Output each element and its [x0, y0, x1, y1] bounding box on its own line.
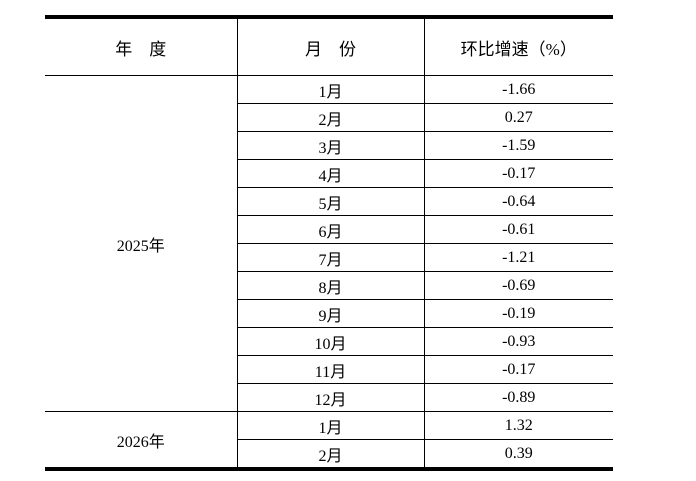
growth-rate-cell: 0.27 — [423, 103, 613, 132]
table-row: 12月 -0.89 — [45, 383, 613, 412]
table-row: 3月 -1.59 — [45, 131, 613, 160]
header-row: 年 度 月 份 环比增速（%） — [45, 17, 613, 76]
table-row: 9月 -0.19 — [45, 299, 613, 328]
growth-rate-cell: -0.61 — [423, 215, 613, 244]
growth-rate-cell: -0.64 — [423, 187, 613, 216]
month-cell: 12月 — [236, 383, 425, 412]
growth-rate-cell: -1.59 — [423, 131, 613, 160]
month-cell: 4月 — [236, 159, 425, 188]
month-cell: 1月 — [236, 411, 425, 440]
growth-rate-cell: -0.17 — [423, 355, 613, 384]
header-year: 年 度 — [45, 17, 238, 76]
growth-rate-cell: 0.39 — [423, 439, 613, 470]
growth-rate-cell: -1.21 — [423, 243, 613, 272]
table-row: 8月 -0.69 — [45, 271, 613, 300]
header-growth-rate: 环比增速（%） — [423, 17, 613, 76]
growth-rate-cell: -0.69 — [423, 271, 613, 300]
table-row: 4月 -0.17 — [45, 159, 613, 188]
month-cell: 8月 — [236, 271, 425, 300]
month-cell: 9月 — [236, 299, 425, 328]
header-month: 月 份 — [236, 17, 425, 76]
table-row: 7月 -1.21 — [45, 243, 613, 272]
growth-rate-cell: -0.17 — [423, 159, 613, 188]
table-header: 年 度 月 份 环比增速（%） — [45, 17, 613, 76]
table-body: 2025年 1月 -1.66 2月 0.27 3月 -1.59 4月 -0.17 5月 -0.64 6… — [45, 75, 613, 470]
month-cell: 11月 — [236, 355, 425, 384]
growth-rate-cell: -0.93 — [423, 327, 613, 356]
month-cell: 3月 — [236, 131, 425, 160]
growth-rate-cell: 1.32 — [423, 411, 613, 440]
month-cell: 2月 — [236, 103, 425, 132]
month-cell: 1月 — [236, 75, 425, 104]
table-row: 5月 -0.64 — [45, 187, 613, 216]
growth-rate-cell: -0.19 — [423, 299, 613, 328]
month-cell: 6月 — [236, 215, 425, 244]
year-cell: 2026年 — [45, 411, 238, 470]
year-cell: 2025年 — [45, 75, 238, 412]
growth-rate-table: 年 度 月 份 环比增速（%） 2025年 1月 -1.66 2月 0.27 3月 -1.5… — [45, 15, 613, 471]
growth-rate-cell: -0.89 — [423, 383, 613, 412]
table-row: 2026年 1月 1.32 — [45, 411, 613, 470]
month-cell: 5月 — [236, 187, 425, 216]
growth-rate-cell: -1.66 — [423, 75, 613, 104]
table-row: 2月 0.39 — [45, 439, 613, 470]
month-cell: 2月 — [236, 439, 425, 470]
table-row: 2025年 1月 -1.66 — [45, 75, 613, 412]
table-row: 10月 -0.93 — [45, 327, 613, 356]
month-cell: 10月 — [236, 327, 425, 356]
month-cell: 7月 — [236, 243, 425, 272]
table-row: 11月 -0.17 — [45, 355, 613, 384]
